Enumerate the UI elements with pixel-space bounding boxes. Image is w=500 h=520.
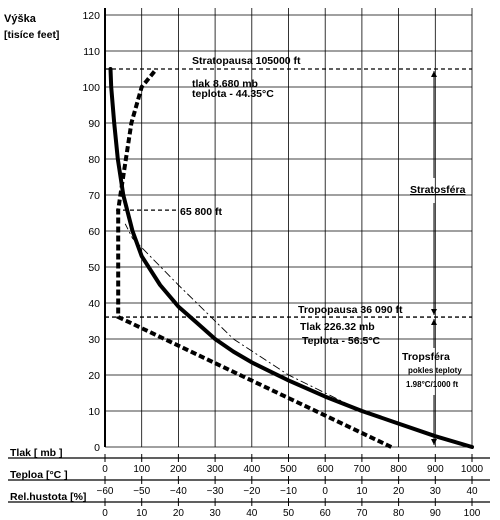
- y-tick-label: 80: [88, 154, 100, 166]
- x-tick-label: 300: [207, 464, 224, 475]
- x-tick-label: −20: [243, 486, 260, 497]
- label-stratopausa-temp: teplota - 44.35°C: [192, 88, 274, 100]
- y-tick-label: 70: [88, 190, 100, 202]
- arrow-down-icon: [431, 439, 437, 445]
- y-tick-label: 100: [82, 82, 100, 94]
- x-tick-label: 40: [246, 508, 258, 519]
- x-tick-label: 0: [102, 464, 108, 475]
- x-tick-label: 0: [102, 508, 108, 519]
- x-tick-label: 50: [283, 508, 295, 519]
- y-tick-label: 50: [88, 262, 100, 274]
- label-stratopausa: Stratopausa 105000 ft: [192, 55, 301, 67]
- x-tick-label: 800: [390, 464, 407, 475]
- temperature-line: [116, 67, 393, 449]
- x-tick-label: 100: [464, 508, 481, 519]
- label-stratopausa-pressure: tlak 8.680 mb: [192, 78, 258, 90]
- y-axis-label-line1: Výška: [4, 13, 37, 25]
- x-axis-label: Tlak [ mb ]: [10, 447, 63, 459]
- x-tick-label: 40: [466, 486, 478, 497]
- layer-arrows: [431, 71, 437, 445]
- x-tick-label: 400: [243, 464, 260, 475]
- x-tick-label: −60: [97, 486, 114, 497]
- density-curve: [124, 223, 473, 448]
- label-stratosfera: Stratosféra: [410, 184, 466, 196]
- x-tick-label: −50: [133, 486, 150, 497]
- pressure-curve: [108, 67, 474, 449]
- y-tick-label: 90: [88, 118, 100, 130]
- y-tick-labels: 0 10 20 30 40 50 60 70 80 90 100 110 120: [82, 10, 100, 454]
- y-axis-label-line2: [tisíce feet]: [4, 29, 59, 41]
- x-tick-label: −30: [207, 486, 224, 497]
- x-tick-label: 30: [210, 508, 222, 519]
- x-tick-label: 60: [320, 508, 332, 519]
- label-tropopausa-pressure: Tlak 226.32 mb: [300, 321, 375, 333]
- x-tick-label: 600: [317, 464, 334, 475]
- label-tropopausa-temp: Teplota - 56.5°C: [302, 335, 381, 347]
- x-tick-label: 20: [393, 486, 405, 497]
- y-tick-label: 0: [94, 442, 100, 454]
- arrow-down-icon: [431, 309, 437, 316]
- x-tick-label: 1000: [461, 464, 484, 475]
- x-tick-label: −40: [170, 486, 187, 497]
- x-tick-label: 200: [170, 464, 187, 475]
- y-tick-label: 30: [88, 334, 100, 346]
- x-tick-label: 20: [173, 508, 185, 519]
- x-tick-label: 90: [430, 508, 442, 519]
- arrow-up-icon: [431, 71, 437, 77]
- label-troposfera-note2: 1.98°C/1000 ft: [406, 380, 458, 389]
- x-tick-label: 70: [356, 508, 368, 519]
- x-tick-label: 0: [322, 486, 328, 497]
- x-tick-label: 500: [280, 464, 297, 475]
- y-tick-label: 110: [83, 46, 100, 58]
- y-tick-label: 40: [88, 298, 100, 310]
- x-axis-label: Teploa [°C ]: [10, 469, 68, 481]
- x-tick-label: 100: [133, 464, 150, 475]
- x-tick-label: 80: [393, 508, 405, 519]
- x-tick-label: 900: [427, 464, 444, 475]
- x-axes: Tlak [ mb ]0 100 200 300 400 500 600 700 800 900 1…: [8, 447, 490, 519]
- label-troposfera-note1: pokles teploty: [408, 366, 462, 375]
- y-tick-label: 120: [82, 10, 100, 22]
- x-tick-label: 10: [356, 486, 368, 497]
- label-65800: 65 800 ft: [180, 206, 223, 218]
- label-troposfera: Tropsféra: [402, 351, 450, 363]
- y-tick-label: 10: [88, 406, 100, 418]
- x-axis-label: Rel.hustota [%]: [10, 491, 86, 503]
- x-tick-label: 700: [354, 464, 371, 475]
- label-tropopausa: Tropopausa 36 090 ft: [298, 304, 403, 316]
- y-tick-label: 60: [88, 226, 100, 238]
- x-tick-label: −10: [280, 486, 297, 497]
- y-tick-label: 20: [88, 370, 100, 382]
- series-lines: [108, 67, 474, 449]
- arrow-up-icon: [431, 319, 437, 326]
- x-tick-label: 30: [430, 486, 442, 497]
- x-tick-label: 10: [136, 508, 148, 519]
- grid: [104, 8, 473, 448]
